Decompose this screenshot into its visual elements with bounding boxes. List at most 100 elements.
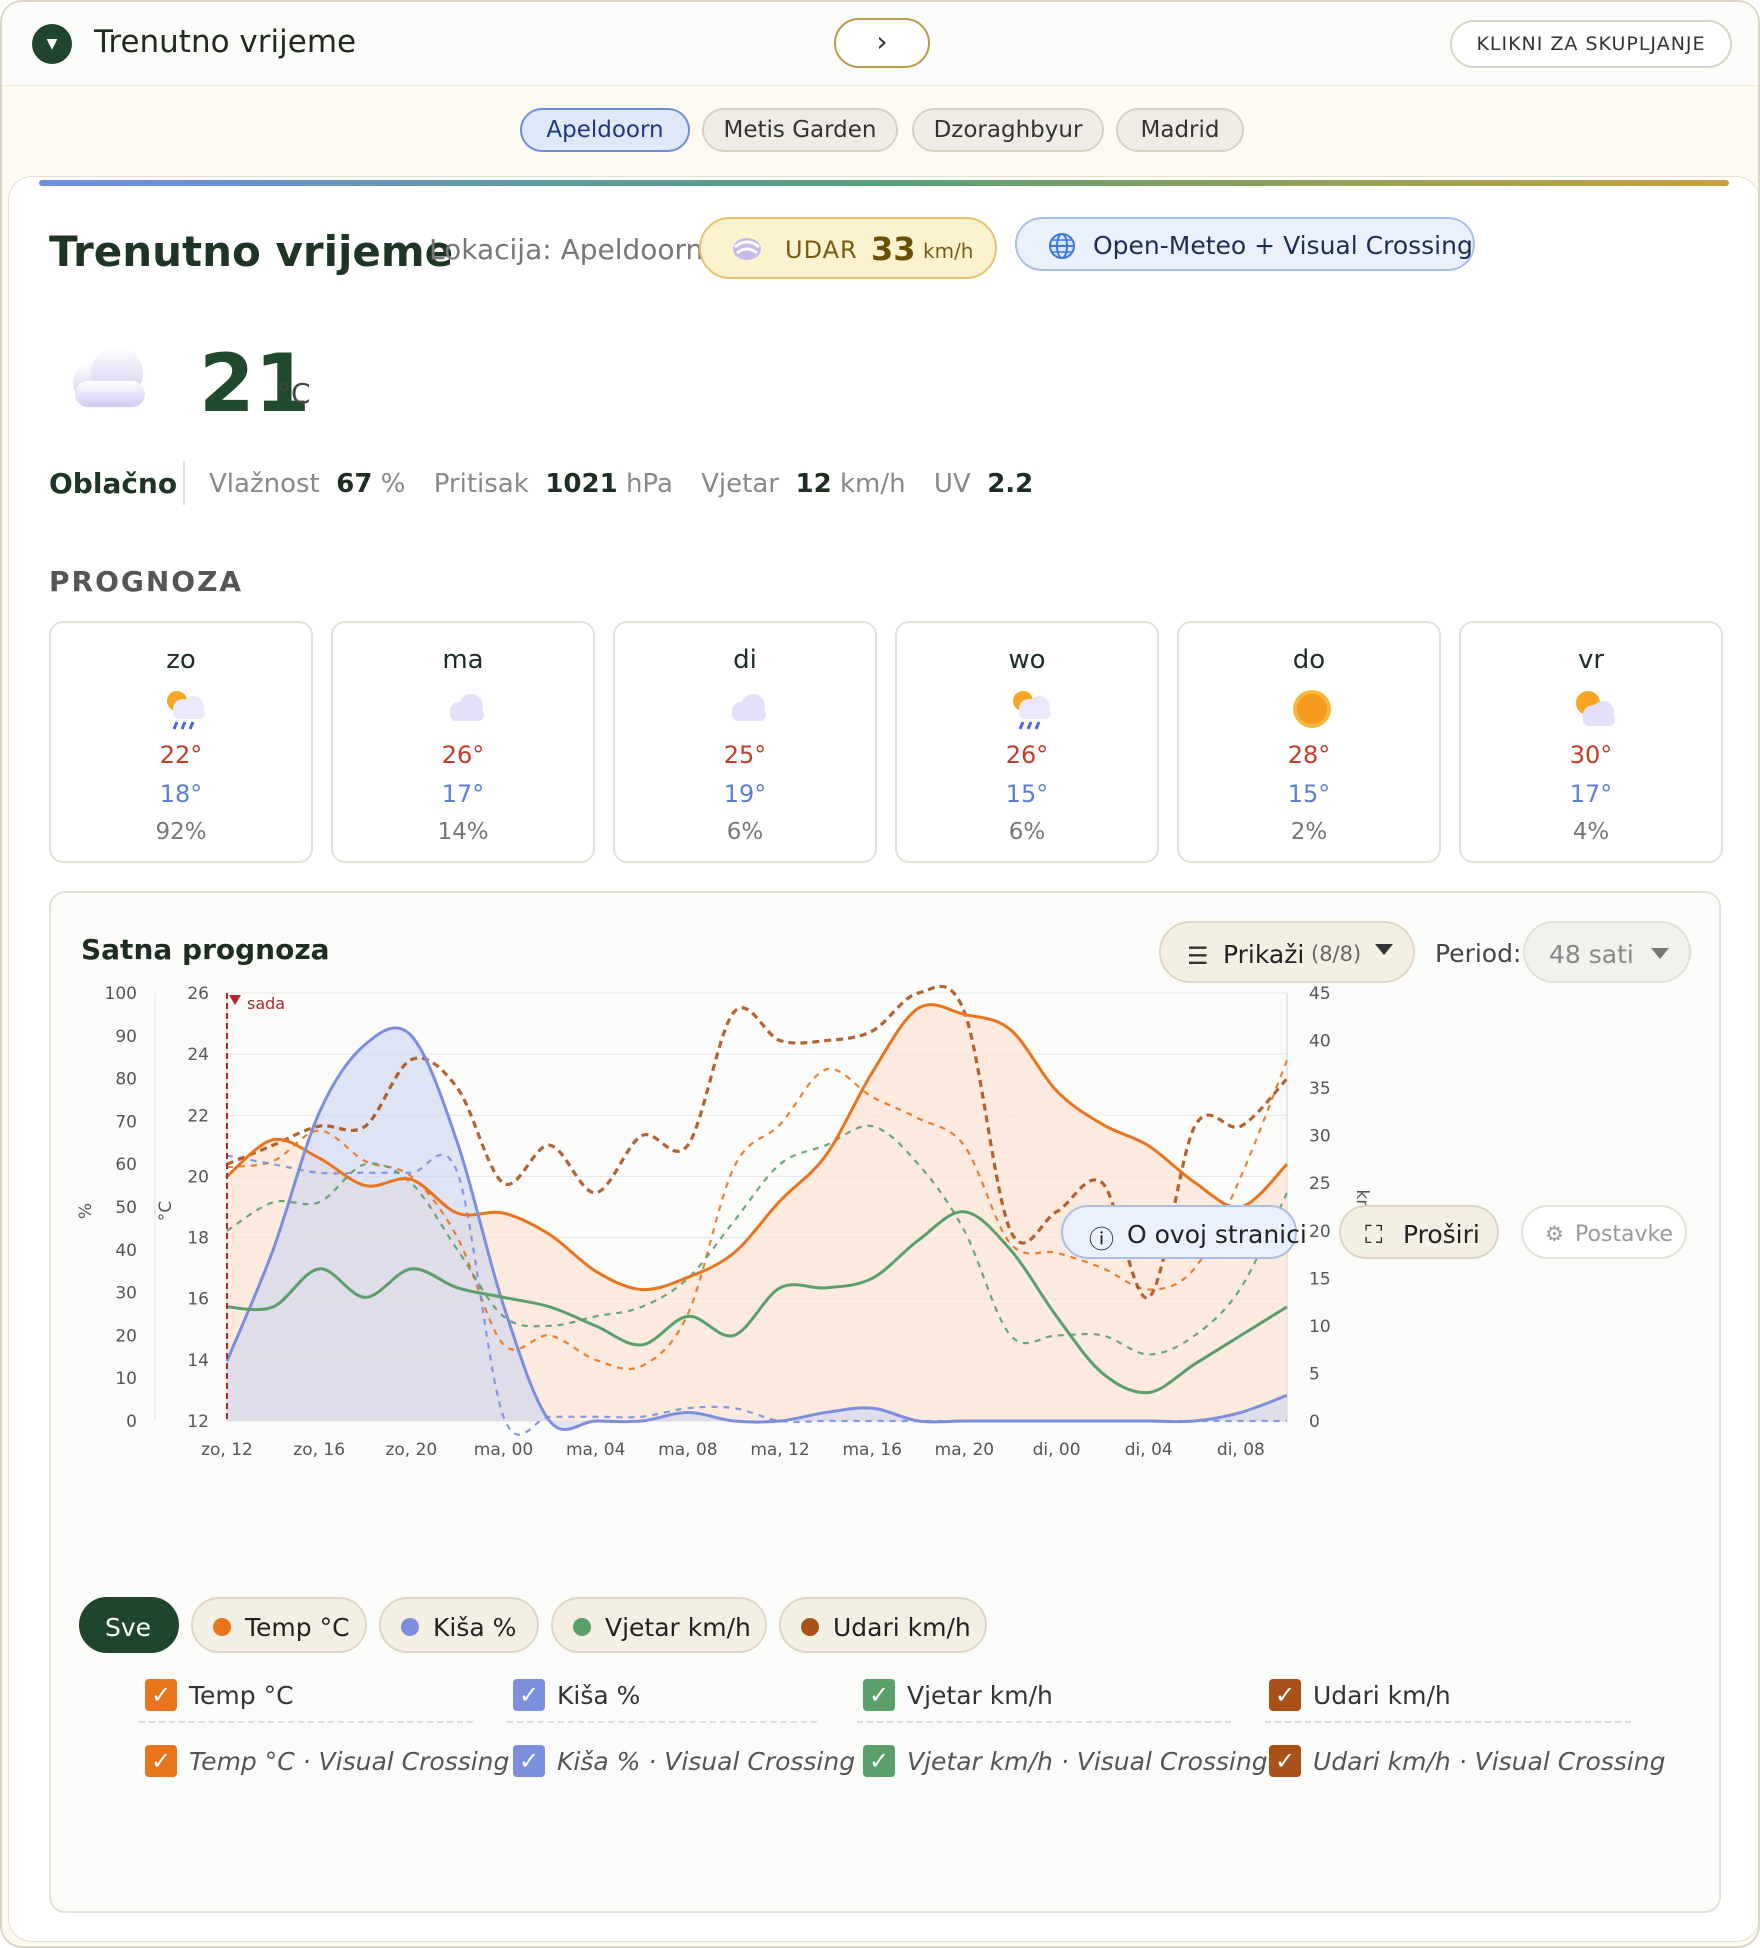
percent-tick-label: 100 xyxy=(105,984,137,1004)
show-series-dropdown[interactable]: ☰ Prikaži (8/8) xyxy=(1159,921,1415,983)
uv-label: UV xyxy=(933,469,971,499)
filter-all[interactable]: Sve xyxy=(79,1597,179,1653)
filter-temp[interactable]: Temp °C xyxy=(191,1597,367,1653)
hourly-forecast-panel: Satna prognoza ☰ Prikaži (8/8) Period: 4… xyxy=(49,891,1721,1913)
page-title: Trenutno vrijeme xyxy=(49,227,454,276)
wind-value: 12 xyxy=(795,469,832,499)
checkbox-icon[interactable]: ✓ xyxy=(863,1679,895,1711)
location-tab-metis-garden[interactable]: Metis Garden xyxy=(702,108,898,152)
checkbox-icon[interactable]: ✓ xyxy=(1269,1679,1301,1711)
forecast-precip: 2% xyxy=(1290,819,1328,845)
forecast-high: 25° xyxy=(723,741,767,769)
wind-label: Vjetar xyxy=(701,469,779,499)
wind-dot-icon xyxy=(573,1618,591,1636)
checkbox-icon[interactable]: ✓ xyxy=(513,1745,545,1777)
checkbox-icon[interactable]: ✓ xyxy=(513,1679,545,1711)
forecast-precip: 6% xyxy=(1008,819,1046,845)
percent-axis-label: % xyxy=(76,1203,96,1219)
temp-tick-label: 22 xyxy=(187,1106,209,1126)
location-tab-dzoraghbyur[interactable]: Dzoraghbyur xyxy=(912,108,1104,152)
forecast-low: 17° xyxy=(1569,780,1613,808)
temp-tick-label: 24 xyxy=(187,1045,209,1065)
kmh-tick-label: 25 xyxy=(1309,1174,1331,1194)
gust-value: 33 xyxy=(871,230,916,268)
kmh-tick-label: 40 xyxy=(1309,1032,1331,1052)
x-tick-label: ma, 20 xyxy=(935,1440,994,1460)
filter-label: Kiša % xyxy=(433,1613,517,1642)
humidity-unit: % xyxy=(380,469,406,499)
divider xyxy=(1265,1721,1631,1723)
period-label: Period: xyxy=(1435,939,1522,968)
x-tick-label: zo, 20 xyxy=(385,1440,437,1460)
toggle-label: Kiša % · Visual Crossing xyxy=(557,1747,856,1776)
forecast-card[interactable]: zo 22° 18° 92% xyxy=(49,621,313,863)
rain-dot-icon xyxy=(401,1618,419,1636)
location-tab-madrid[interactable]: Madrid xyxy=(1116,108,1244,152)
divider xyxy=(857,1721,1231,1723)
temp-tick-label: 20 xyxy=(187,1167,209,1187)
forecast-card[interactable]: di 25° 19° 6% xyxy=(613,621,877,863)
settings-label: Postavke xyxy=(1575,1222,1674,1247)
next-button[interactable]: › xyxy=(834,18,930,68)
series-line-vjetar-km-h-visual-crossing xyxy=(226,1124,1288,1356)
checkbox-icon[interactable]: ✓ xyxy=(145,1745,177,1777)
forecast-day: di xyxy=(733,645,757,675)
pressure-value: 1021 xyxy=(545,469,618,499)
gear-icon: ⚙ xyxy=(1545,1222,1564,1246)
checkbox-icon[interactable]: ✓ xyxy=(145,1679,177,1711)
series-line-ki-a xyxy=(225,1026,1288,1432)
forecast-card[interactable]: vr 30° 17° 4% xyxy=(1459,621,1723,863)
filter-gust[interactable]: Udari km/h xyxy=(779,1597,987,1653)
forecast-card[interactable]: wo 26° 15° 6% xyxy=(895,621,1159,863)
filter-rain[interactable]: Kiša % xyxy=(379,1597,539,1653)
expand-label: Proširi xyxy=(1403,1220,1480,1249)
forecast-card[interactable]: ma 26° 17° 14% xyxy=(331,621,595,863)
kmh-tick-label: 45 xyxy=(1309,984,1331,1004)
kmh-tick-label: 20 xyxy=(1309,1222,1331,1242)
x-tick-label: di, 00 xyxy=(1033,1440,1081,1460)
forecast-day: zo xyxy=(166,645,196,675)
gust-dot-icon xyxy=(801,1618,819,1636)
show-count: (8/8) xyxy=(1311,942,1362,966)
percent-tick-label: 50 xyxy=(115,1198,137,1218)
checkbox-icon[interactable]: ✓ xyxy=(863,1745,895,1777)
chevron-down-icon xyxy=(1375,944,1393,955)
forecast-high: 26° xyxy=(1005,741,1049,769)
now-marker-icon xyxy=(229,995,241,1005)
toggle-label: Vjetar km/h xyxy=(907,1681,1053,1710)
collapse-toggle-icon[interactable]: ▼ xyxy=(32,24,72,64)
period-value: 48 sati xyxy=(1549,940,1634,969)
location-tabs: Apeldoorn Metis Garden Dzoraghbyur Madri… xyxy=(2,108,1758,152)
collapse-button[interactable]: KLIKNI ZA SKUPLJANJE xyxy=(1450,20,1732,68)
x-tick-label: di, 04 xyxy=(1125,1440,1173,1460)
filter-wind[interactable]: Vjetar km/h xyxy=(551,1597,767,1653)
forecast-card[interactable]: do 28° 15° 2% xyxy=(1177,621,1441,863)
humidity-label: Vlažnost xyxy=(209,469,320,499)
chevron-down-icon xyxy=(1651,948,1669,959)
data-source-label: Open-Meteo + Visual Crossing xyxy=(1093,231,1473,260)
about-button[interactable]: ⓘ O ovoj stranici xyxy=(1061,1205,1307,1259)
percent-tick-label: 20 xyxy=(115,1326,137,1346)
about-label: O ovoj stranici xyxy=(1127,1220,1307,1249)
expand-icon: ⛶ xyxy=(1365,1220,1383,1249)
cloud-icon xyxy=(61,343,157,417)
x-tick-label: di, 08 xyxy=(1217,1440,1265,1460)
location-tab-apeldoorn[interactable]: Apeldoorn xyxy=(520,108,690,152)
globe-icon xyxy=(1047,231,1077,265)
settings-button[interactable]: ⚙ Postavke xyxy=(1521,1205,1687,1259)
forecast-precip: 92% xyxy=(155,819,207,845)
kmh-tick-label: 35 xyxy=(1309,1079,1331,1099)
data-source-badge[interactable]: Open-Meteo + Visual Crossing xyxy=(1015,217,1475,271)
expand-button[interactable]: ⛶ Proširi xyxy=(1339,1205,1499,1259)
forecast-high: 28° xyxy=(1287,741,1331,769)
now-marker-label: sada xyxy=(247,994,285,1013)
show-label: Prikaži xyxy=(1223,940,1305,969)
cloud-icon xyxy=(443,687,489,735)
uv-value: 2.2 xyxy=(987,469,1034,499)
checkbox-icon[interactable]: ✓ xyxy=(1269,1745,1301,1777)
kmh-tick-label: 10 xyxy=(1309,1317,1331,1337)
period-select[interactable]: 48 sati xyxy=(1523,921,1691,983)
forecast-low: 15° xyxy=(1287,780,1331,808)
menu-icon: ☰ xyxy=(1187,942,1209,970)
sun-cloud-rain-icon xyxy=(1007,687,1053,735)
